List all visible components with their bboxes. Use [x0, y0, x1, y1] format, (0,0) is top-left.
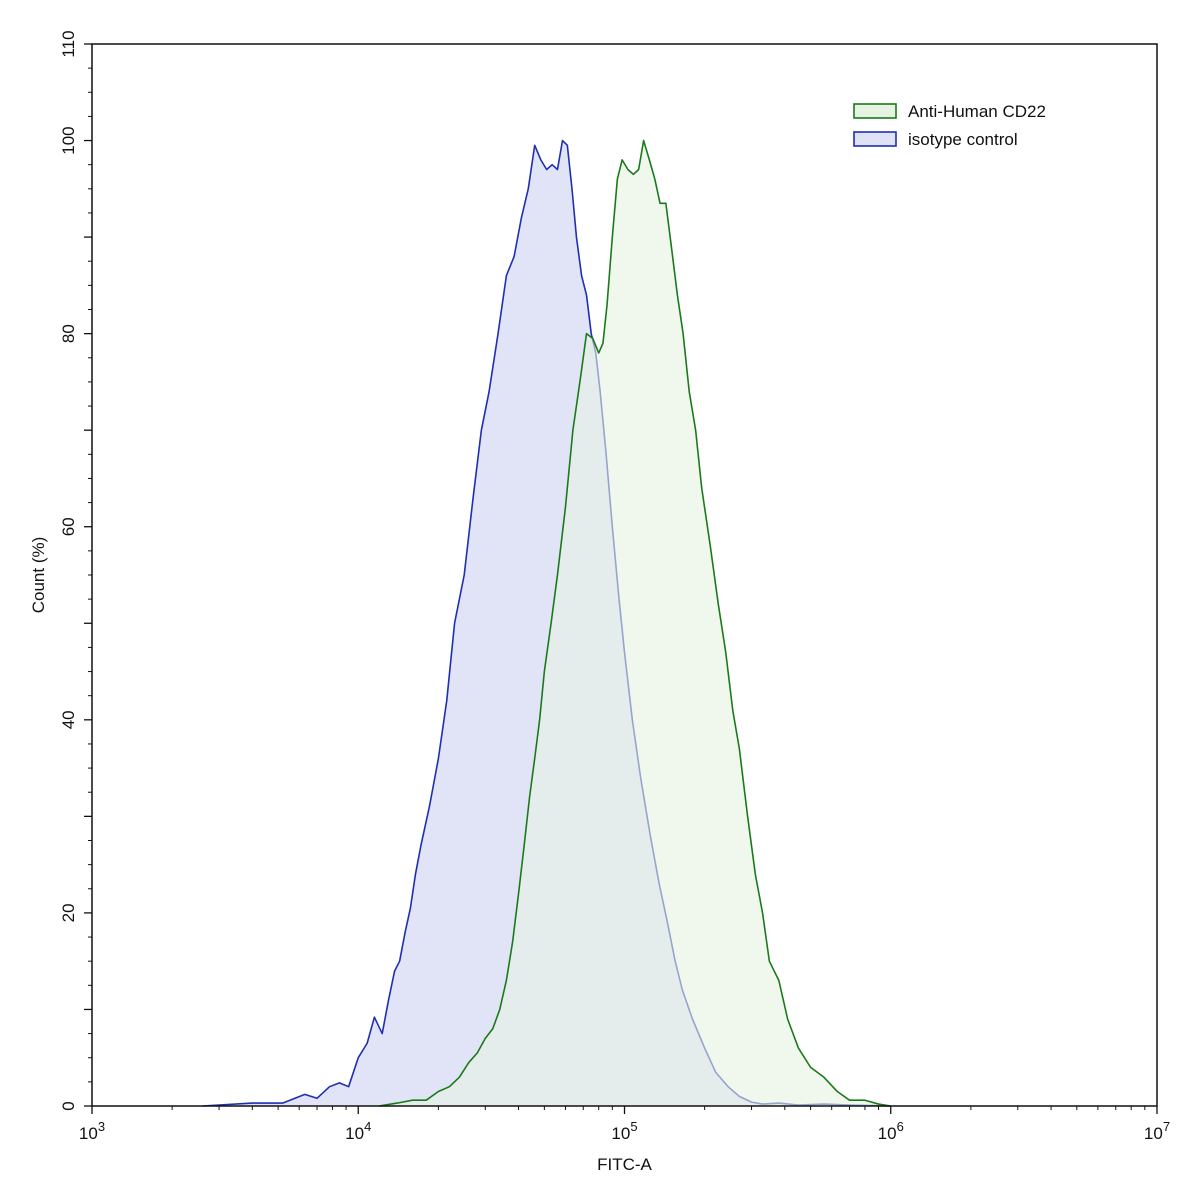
x-axis: 103 104 105 106 107	[79, 1106, 1170, 1143]
y-axis: 0 20 40 60 80 100 110	[59, 30, 92, 1111]
series-area-anti-human-cd22	[379, 140, 891, 1107]
y-tick-label: 60	[59, 517, 78, 536]
y-tick-label: 110	[59, 30, 78, 57]
x-axis-title: FITC-A	[597, 1155, 652, 1174]
y-tick-label: 20	[59, 903, 78, 922]
legend: Anti-Human CD22 isotype control	[853, 102, 1046, 149]
legend-label: isotype control	[908, 130, 1018, 149]
series-area-isotype-control	[202, 140, 891, 1107]
x-tick-label: 106	[878, 1119, 904, 1143]
y-tick-label: 80	[59, 324, 78, 343]
x-tick-label: 105	[611, 1119, 637, 1143]
y-tick-label: 40	[59, 710, 78, 729]
series-line-anti-human-cd22	[379, 139, 891, 1107]
series-layer	[202, 139, 891, 1107]
x-tick-label: 104	[345, 1119, 371, 1143]
legend-label: Anti-Human CD22	[908, 102, 1046, 121]
x-tick-label: 103	[79, 1119, 105, 1143]
y-tick-label: 0	[59, 1101, 78, 1110]
legend-swatch	[853, 103, 897, 119]
y-axis-title: Count (%)	[29, 537, 48, 614]
x-tick-label: 107	[1144, 1119, 1170, 1143]
y-tick-label: 100	[59, 126, 78, 154]
legend-swatch	[853, 131, 897, 147]
